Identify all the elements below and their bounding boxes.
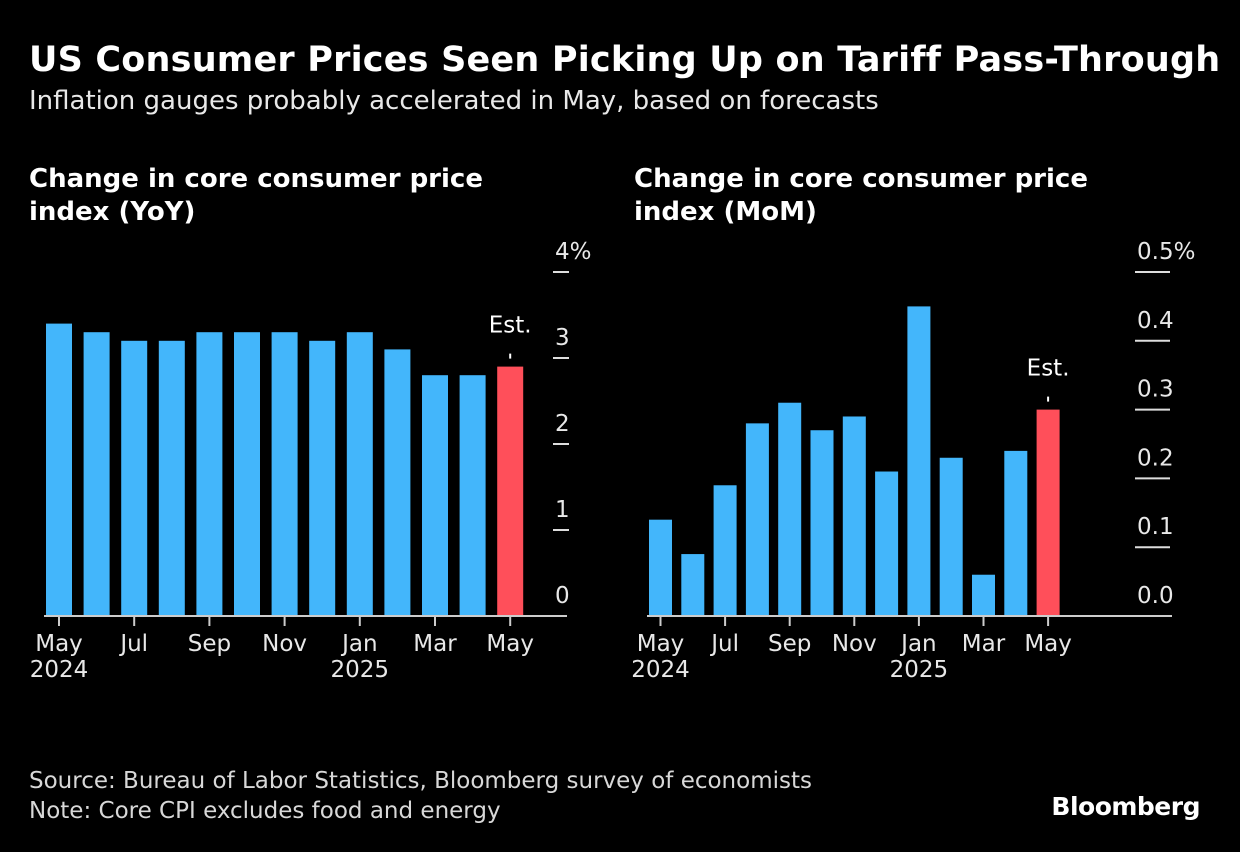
- x-tick-label: Jan: [899, 631, 936, 657]
- y-tick-label: 0.5%: [1137, 239, 1195, 265]
- x-tick-label: Jul: [709, 631, 739, 657]
- y-tick-label: 0.4: [1137, 308, 1174, 334]
- bar: [649, 519, 672, 616]
- y-tick-label: 0.0: [1137, 583, 1174, 609]
- bar: [939, 457, 963, 616]
- bar: [778, 402, 802, 616]
- x-tick-label: Mar: [413, 631, 457, 657]
- bar: [234, 332, 260, 616]
- y-tick-label: 3: [555, 325, 570, 351]
- x-tick-label: Sep: [188, 631, 231, 657]
- left-chart-title: Change in core consumer price index (YoY…: [29, 164, 483, 227]
- bar: [842, 416, 866, 616]
- x-tick-year: 2024: [631, 657, 690, 683]
- y-tick-label: 1: [555, 497, 570, 523]
- bar: [713, 485, 737, 616]
- bar: [745, 423, 769, 616]
- estimate-bar: [1036, 409, 1060, 616]
- bar: [158, 340, 185, 616]
- x-tick-label: May: [1024, 631, 1072, 657]
- x-tick-label: Jan: [340, 631, 377, 657]
- bar: [875, 471, 899, 616]
- y-tick-label: 0.3: [1137, 377, 1174, 403]
- y-tick-label: 0.1: [1137, 514, 1174, 540]
- bar: [972, 574, 995, 616]
- estimate-label: Est.: [489, 313, 532, 339]
- right-chart-title: Change in core consumer price index (MoM…: [634, 164, 1088, 227]
- bar: [907, 306, 931, 616]
- bar: [459, 375, 486, 616]
- bar: [271, 332, 298, 616]
- x-tick-label: Mar: [962, 631, 1006, 657]
- bar: [681, 554, 705, 616]
- x-tick-label: Jul: [118, 631, 148, 657]
- x-tick-year: 2024: [30, 657, 89, 683]
- x-tick-label: May: [637, 631, 685, 657]
- bar: [810, 430, 834, 616]
- bloomberg-logo: Bloomberg: [1051, 792, 1200, 821]
- bar: [1004, 450, 1028, 616]
- x-tick-year: 2025: [331, 657, 390, 683]
- bar: [309, 340, 336, 616]
- bar: [196, 332, 223, 616]
- y-tick-label: 2: [555, 411, 570, 437]
- x-tick-label: Sep: [768, 631, 811, 657]
- source-note: Source: Bureau of Labor Statistics, Bloo…: [29, 768, 812, 794]
- bar: [46, 323, 72, 616]
- x-tick-year: 2025: [890, 657, 949, 683]
- x-tick-label: Nov: [832, 631, 877, 657]
- estimate-label: Est.: [1027, 356, 1070, 382]
- chart-title: US Consumer Prices Seen Picking Up on Ta…: [29, 40, 1221, 80]
- x-tick-label: May: [35, 631, 83, 657]
- bar: [83, 332, 110, 616]
- estimate-bar: [497, 366, 524, 616]
- x-tick-label: Nov: [262, 631, 307, 657]
- bar: [121, 340, 148, 616]
- footnote: Note: Core CPI excludes food and energy: [29, 798, 501, 824]
- bar: [346, 332, 373, 616]
- y-tick-label: 0: [555, 583, 570, 609]
- y-tick-label: 4%: [555, 239, 592, 265]
- x-tick-label: May: [486, 631, 534, 657]
- y-tick-label: 0.2: [1137, 445, 1174, 471]
- chart-subtitle: Inflation gauges probably accelerated in…: [29, 86, 879, 116]
- bar: [384, 349, 411, 616]
- bar: [422, 375, 448, 616]
